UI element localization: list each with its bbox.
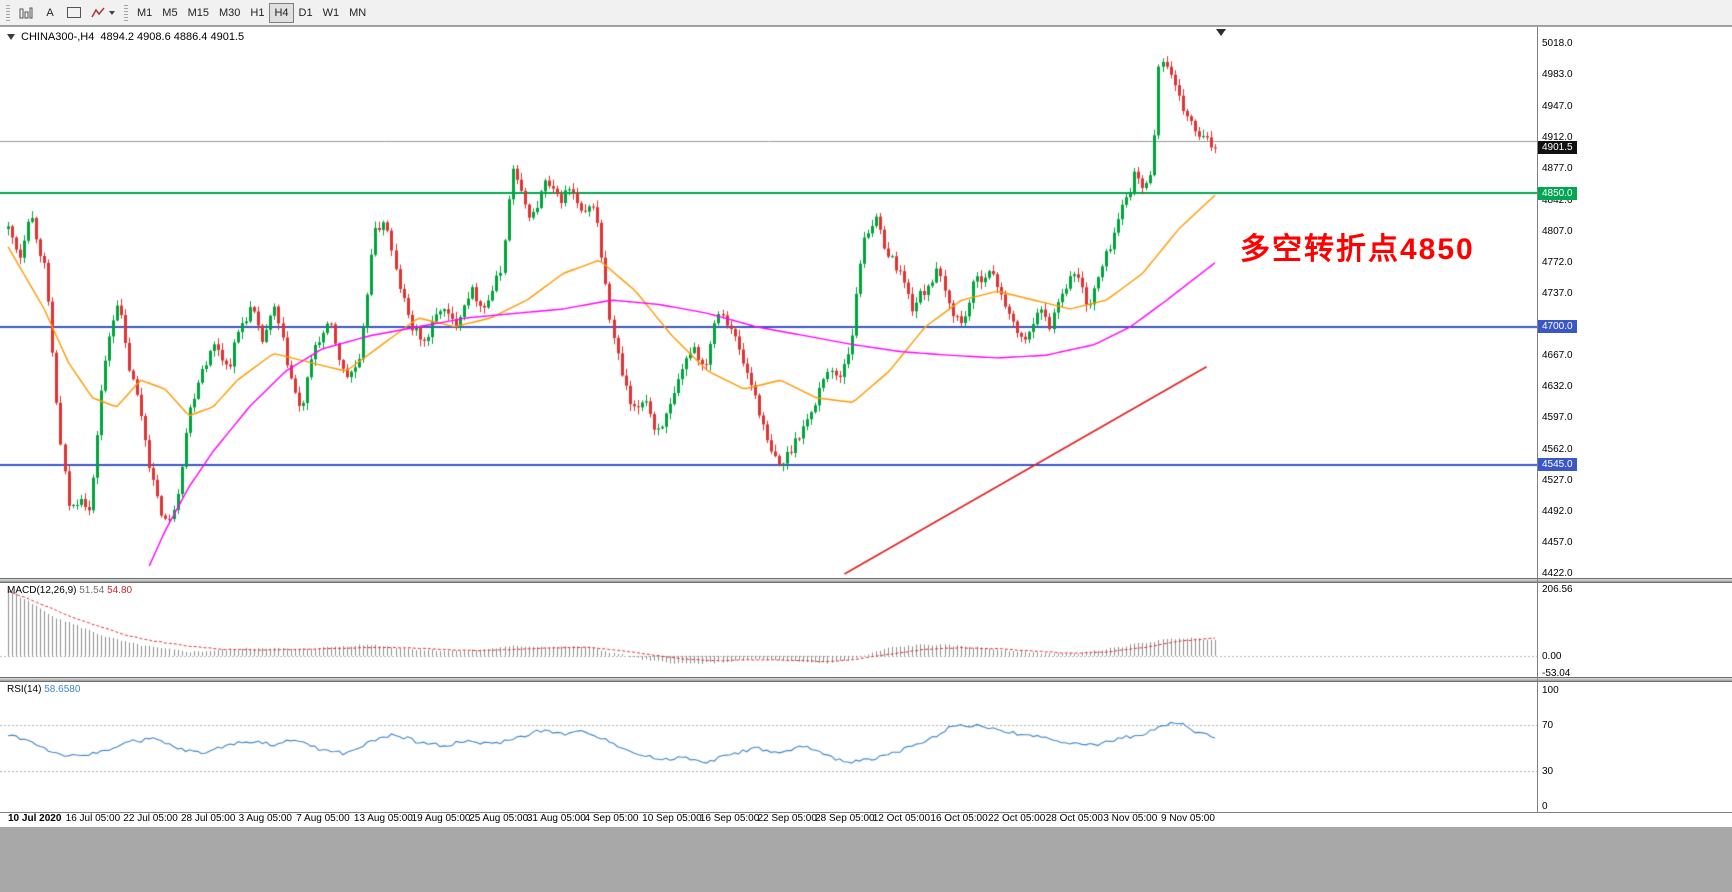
annotation-text: 多空转折点4850 xyxy=(1240,233,1475,266)
rsi-tick-label: 30 xyxy=(1542,766,1554,778)
charts-grid-button[interactable] xyxy=(14,3,38,23)
time-tick-label: 31 Aug 05:00 xyxy=(526,813,586,824)
price-tick-label: 4527.0 xyxy=(1542,474,1573,486)
macd-tick-label: 206.56 xyxy=(1542,584,1573,595)
pane-splitter[interactable] xyxy=(0,677,1732,682)
rsi-name: RSI(14) xyxy=(7,684,42,695)
time-tick-label: 28 Sep 05:00 xyxy=(815,813,875,824)
time-tick-label: 3 Nov 05:00 xyxy=(1103,813,1158,824)
price-tick-label: 4457.0 xyxy=(1542,536,1573,548)
ohlc-values: 4894.2 4908.6 4886.4 4901.5 xyxy=(100,31,245,43)
time-tick-label: 28 Oct 05:00 xyxy=(1045,813,1103,824)
rsi-tick-label: 0 xyxy=(1542,801,1548,812)
price-badge-4700.0: 4700.0 xyxy=(1538,320,1577,334)
timeframe-button-m5[interactable]: M5 xyxy=(157,3,182,23)
frame-tool-button[interactable] xyxy=(62,3,86,23)
price-tick-label: 4877.0 xyxy=(1542,163,1573,175)
price-badge-4545.0: 4545.0 xyxy=(1538,458,1577,472)
chart-shift-marker[interactable] xyxy=(1216,29,1226,36)
time-tick-label: 12 Oct 05:00 xyxy=(872,813,931,824)
timeframe-button-h1[interactable]: H1 xyxy=(245,3,269,23)
time-axis[interactable]: 10 Jul 2020 16 Jul 05:00 22 Jul 05:00 28 Ju… xyxy=(0,813,1732,827)
macd-tick-label: 0.00 xyxy=(1542,650,1562,662)
timeframe-button-d1[interactable]: D1 xyxy=(294,3,318,23)
time-tick-label: 3 Aug 05:00 xyxy=(238,813,292,824)
zigzag-icon xyxy=(91,7,105,17)
time-tick-label: 16 Oct 05:00 xyxy=(930,813,988,824)
toolbar-grip[interactable] xyxy=(6,4,10,21)
timeframe-button-m15[interactable]: M15 xyxy=(183,3,214,23)
price-tick-label: 4562.0 xyxy=(1542,443,1573,455)
macd-main-value: 51.54 xyxy=(79,585,105,596)
price-tick-label: 4632.0 xyxy=(1542,381,1573,393)
rsi-tick-label: 100 xyxy=(1542,685,1559,696)
chart-grid-icon xyxy=(19,7,33,18)
price-tick-label: 4947.0 xyxy=(1542,101,1573,113)
timeframe-button-w1[interactable]: W1 xyxy=(318,3,345,23)
time-tick-label: 25 Aug 05:00 xyxy=(469,813,529,824)
price-tick-label: 5018.0 xyxy=(1542,38,1573,49)
price-tick-label: 4422.0 xyxy=(1542,568,1573,579)
macd-indicator-label: MACD(12,26,9) 51.54 54.80 xyxy=(7,585,132,596)
indicators-button[interactable] xyxy=(86,3,120,23)
macd-tick-label: -53.04 xyxy=(1542,668,1571,679)
time-tick-label: 16 Sep 05:00 xyxy=(699,813,760,824)
price-axis[interactable]: 5018.0 4983.0 4947.0 4912.0 4877.0 4842.0 4807… xyxy=(1537,27,1732,812)
price-tick-label: 4597.0 xyxy=(1542,412,1573,424)
rsi-tick-label: 70 xyxy=(1542,719,1554,731)
timeframe-button-m30[interactable]: M30 xyxy=(214,3,245,23)
price-tick-label: 4912.0 xyxy=(1542,132,1573,144)
time-tick-label: 13 Aug 05:00 xyxy=(353,813,413,824)
timeframe-toolbar: M1 M5 M15 M30 H1 H4 D1 W1 MN xyxy=(132,2,371,23)
time-tick-label: 4 Sep 05:00 xyxy=(584,813,639,824)
pane-splitter[interactable] xyxy=(0,578,1732,583)
price-tick-label: 4737.0 xyxy=(1542,287,1573,299)
macd-canvas[interactable] xyxy=(0,583,1537,677)
time-axis-separator xyxy=(0,812,1732,813)
symbol-title: CHINA300-,H4 xyxy=(21,31,95,43)
price-axis-separator xyxy=(1537,27,1538,812)
time-tick-label: 22 Oct 05:00 xyxy=(988,813,1046,824)
window-background xyxy=(0,827,1732,892)
timeframe-button-mn[interactable]: MN xyxy=(344,3,371,23)
rsi-indicator-label: RSI(14) 58.6580 xyxy=(7,684,80,695)
text-tool-button[interactable]: A xyxy=(38,3,62,23)
macd-signal-value: 54.80 xyxy=(107,585,133,596)
timeframe-button-h4[interactable]: H4 xyxy=(269,2,294,23)
caret-down-icon xyxy=(109,10,115,15)
timeframe-button-m1[interactable]: M1 xyxy=(132,3,157,23)
toolbar: A M1 M5 M15 M30 H1 H4 D1 W1 MN xyxy=(0,0,1732,26)
time-tick-label: 10 Jul 2020 xyxy=(8,813,62,824)
frame-icon xyxy=(67,7,81,18)
time-tick-label: 10 Sep 05:00 xyxy=(642,813,702,824)
time-tick-label: 28 Jul 05:00 xyxy=(180,813,236,824)
rsi-canvas[interactable] xyxy=(0,682,1537,812)
macd-name: MACD(12,26,9) xyxy=(7,585,77,596)
price-tick-label: 4667.0 xyxy=(1542,350,1573,362)
time-tick-label: 16 Jul 05:00 xyxy=(65,813,121,824)
time-tick-label: 22 Jul 05:00 xyxy=(123,813,178,824)
symbol-dropdown-icon[interactable] xyxy=(7,34,15,40)
price-tick-label: 4807.0 xyxy=(1542,225,1573,237)
chart-header: CHINA300-,H4 4894.2 4908.6 4886.4 4901.5 xyxy=(7,31,244,43)
price-tick-label: 4492.0 xyxy=(1542,505,1573,517)
time-tick-label: 22 Sep 05:00 xyxy=(757,813,817,824)
time-tick-label: 19 Aug 05:00 xyxy=(411,813,471,824)
price-badge-4901.5: 4901.5 xyxy=(1538,141,1577,155)
time-tick-label: 7 Aug 05:00 xyxy=(296,813,350,824)
price-tick-label: 4983.0 xyxy=(1542,69,1573,81)
price-tick-label: 4842.0 xyxy=(1542,194,1573,206)
toolbar-grip[interactable] xyxy=(124,4,128,21)
rsi-value: 58.6580 xyxy=(44,684,81,695)
price-badge-4850.0: 4850.0 xyxy=(1538,186,1577,200)
time-tick-label: 9 Nov 05:00 xyxy=(1161,813,1215,824)
price-chart-canvas[interactable] xyxy=(0,29,1537,578)
price-tick-label: 4772.0 xyxy=(1542,256,1573,268)
